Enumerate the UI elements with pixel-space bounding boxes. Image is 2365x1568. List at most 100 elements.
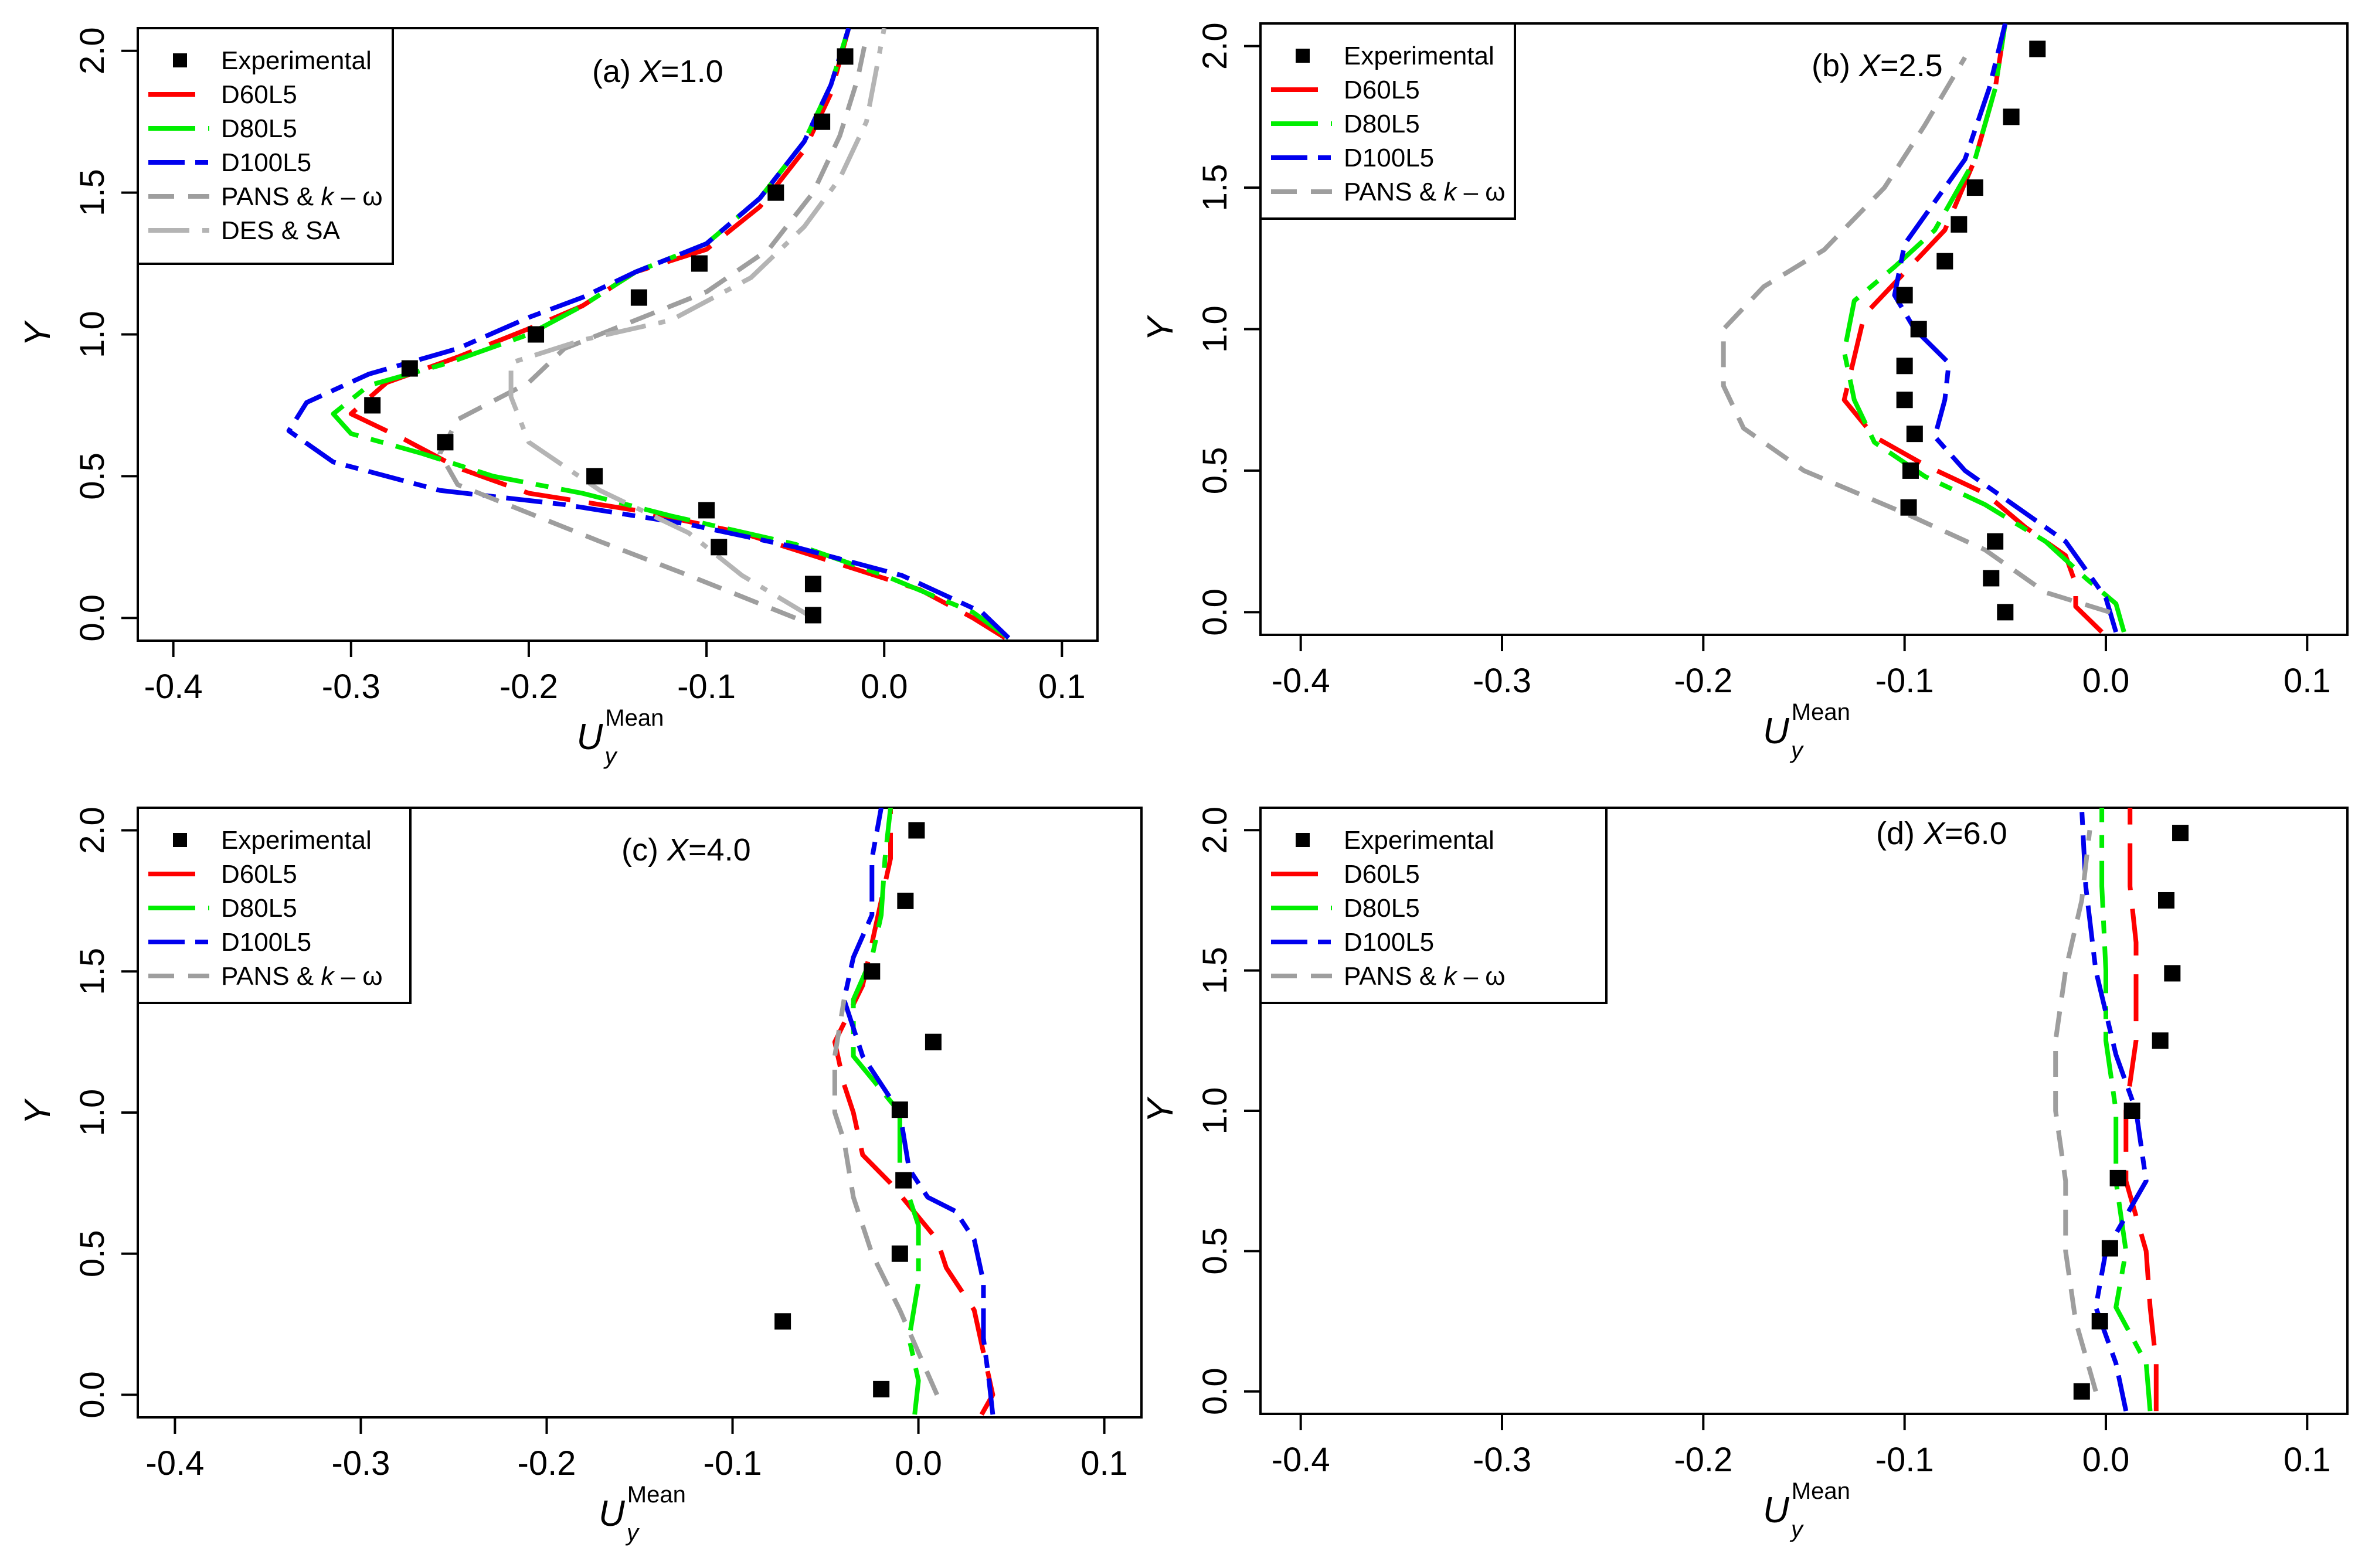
series-pans-k-omega [832,999,939,1396]
experimental-point [2073,1383,2090,1400]
experimental-point [2164,965,2181,982]
legend: Experimental D60L5 D80L5 D100L5 PANS & k – ω [1259,807,1608,1004]
series-d80l5 [2099,808,2153,1411]
experimental-point [1966,179,1983,196]
series-lines [286,28,1011,640]
x-axis-title: U Mean [1763,699,1850,751]
series-des-sa [508,28,887,620]
x-tick-label: 0.0 [895,1444,942,1482]
x-tick-label: 0.0 [861,668,908,706]
y-tick-label: 1.5 [1196,164,1234,212]
x-tick-label: -0.1 [704,1444,762,1482]
experimental-point [1906,426,1923,443]
legend: Experimental D60L5 D80L5 D100L5 PANS & k – ω [137,807,412,1004]
x-tick-label: -0.3 [1473,662,1531,700]
experimental-points [2073,825,2189,1400]
experimental-point [2172,825,2189,842]
legend-label: D80L5 [1344,894,1420,923]
panel-title: (d) X=6.0 [1876,816,2007,851]
experimental-point [2003,108,2020,125]
series-d80l5 [1841,23,2126,633]
legend-label: D80L5 [221,894,297,923]
legend-label: D60L5 [1344,860,1420,889]
legend-label: D80L5 [221,114,297,143]
experimental-point [586,468,603,485]
x-tick-label: -0.3 [331,1444,390,1482]
experimental-point [364,397,381,414]
x-axis: -0.4 -0.3 -0.2 -0.1 0.0 0.1 [1272,635,2331,700]
experimental-point [1896,358,1913,375]
experimental-point [698,502,715,519]
experimental-point [891,1245,908,1262]
legend-label: Experimental [221,826,372,855]
experimental-point [691,255,708,272]
legend-label: D80L5 [1344,110,1420,138]
legend-label: DES & SA [221,216,341,245]
x-tick-label: 0.1 [2284,662,2331,700]
series-d80l5 [331,28,1010,640]
experimental-point [897,892,914,909]
x-tick-label: -0.4 [145,1444,204,1482]
experimental-point [1987,533,2004,550]
experimental-point [528,326,545,343]
series-d100l5 [1892,23,2119,633]
y-tick-label: 0.5 [1196,1227,1234,1275]
x-tick-label: 0.0 [2082,1441,2130,1479]
x-axis-subscript: y [603,743,619,769]
panel-title: (c) X=4.0 [621,832,751,868]
experimental-point [804,607,821,624]
y-tick-label: 1.0 [73,311,111,358]
y-axis: 0.0 0.5 1.0 1.5 2.0 [73,807,138,1419]
x-tick-label: -0.3 [322,668,380,706]
x-tick-label: -0.2 [499,668,558,706]
series-d60l5 [348,28,1007,640]
x-tick-label: -0.1 [677,668,736,706]
x-axis-subscript: y [625,1520,640,1546]
series-d100l5 [2079,808,2149,1412]
legend-marker [1296,833,1310,847]
series-d60l5 [2123,808,2159,1411]
x-tick-label: 0.0 [2082,662,2130,700]
experimental-point [1997,604,2014,621]
experimental-points [1896,40,2046,621]
y-axis-title: Y [1140,314,1181,341]
y-tick-label: 0.5 [73,1230,111,1277]
legend: Experimental D60L5 D80L5 D100L5 PANS & k – ω [1259,22,1516,220]
experimental-point [2109,1169,2126,1186]
y-tick-label: 1.5 [73,169,111,216]
experimental-point [873,1380,890,1397]
experimental-point [437,434,454,451]
y-tick-label: 0.0 [73,594,111,642]
legend-label: Experimental [1344,42,1494,70]
legend-box [1259,22,1516,220]
x-axis: -0.4 -0.3 -0.2 -0.1 0.0 0.1 [1272,1414,2331,1479]
y-tick-label: 0.5 [73,453,111,500]
experimental-point [401,360,418,377]
series-pans-k-omega [2053,829,2098,1392]
experimental-point [891,1101,908,1118]
series-d100l5 [841,808,995,1415]
legend-label: D100L5 [221,928,311,957]
experimental-point [2158,892,2174,909]
series-d60l5 [832,808,995,1416]
panel-b: -0.4 -0.3 -0.2 -0.1 0.0 0.1 0.0 0.5 1.0 1.5 2.0 Y U M… [1140,22,2349,763]
experimental-point [774,1313,791,1330]
y-tick-label: 1.0 [1196,305,1234,353]
x-tick-label: -0.2 [1674,662,1732,700]
y-tick-label: 2.0 [73,27,111,74]
x-axis-title: U Mean [1763,1478,1850,1530]
legend-label: D100L5 [1344,144,1434,172]
legend-box [1259,807,1608,1004]
x-tick-label: -0.4 [1272,1441,1330,1479]
series-pans-k-omega [1721,56,2111,615]
x-tick-label: -0.3 [1473,1441,1531,1479]
experimental-points [364,48,854,624]
y-axis-title: Y [18,1098,58,1125]
legend-label: PANS & k – ω [1344,962,1506,991]
series-lines [2053,808,2159,1412]
y-tick-label: 0.0 [1196,589,1234,636]
experimental-point [1936,253,1953,270]
panel-a: -0.4 -0.3 -0.2 -0.1 0.0 0.1 0.0 0.5 1.0 1.5 2.0 Y U M… [18,27,1099,769]
y-tick-label: 0.0 [73,1371,111,1419]
panel-title: (b) X=2.5 [1812,48,1943,83]
